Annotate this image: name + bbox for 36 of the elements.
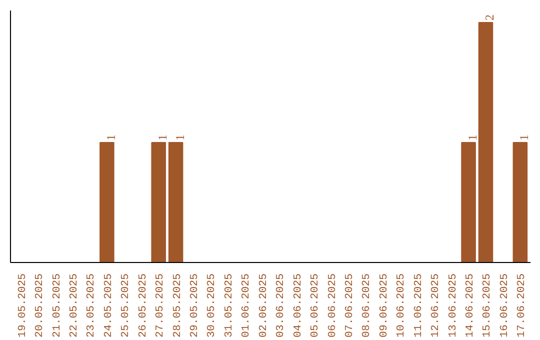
- x-tick-label: 15.06.2025: [482, 273, 494, 338]
- x-tick-label: 13.06.2025: [447, 273, 460, 338]
- x-tick-label: 30.05.2025: [206, 273, 218, 338]
- x-tick-label: 26.05.2025: [137, 273, 150, 338]
- x-tick-label: 06.06.2025: [326, 273, 339, 338]
- x-tick-label: 07.06.2025: [344, 273, 356, 338]
- x-tick-label: 09.06.2025: [378, 273, 390, 338]
- data-label: 1: [466, 134, 480, 140]
- x-tick-label: 31.05.2025: [223, 273, 236, 338]
- x-tick-label: 22.05.2025: [68, 273, 80, 338]
- x-tick-label: 27.05.2025: [154, 273, 167, 338]
- x-tick-label: 24.05.2025: [102, 273, 115, 338]
- x-tick-label: 16.06.2025: [498, 273, 511, 338]
- x-tick-label: 12.06.2025: [430, 273, 442, 338]
- x-tick-label: 17.06.2025: [516, 273, 528, 338]
- x-tick-label: 25.05.2025: [120, 273, 132, 338]
- x-tick-label: 20.05.2025: [34, 273, 46, 338]
- x-tick-label: 29.05.2025: [189, 273, 202, 338]
- x-tick-label: 19.05.2025: [16, 273, 29, 338]
- x-tick-label: 03.06.2025: [275, 273, 288, 338]
- x-tick-label: 14.06.2025: [464, 273, 477, 338]
- x-tick-label: 11.06.2025: [412, 273, 425, 338]
- x-tick-label: 10.06.2025: [396, 273, 408, 338]
- x-tick-label: 23.05.2025: [86, 273, 98, 338]
- x-tick-label: 02.06.2025: [258, 273, 270, 338]
- data-label: 2: [482, 14, 497, 20]
- data-label: 1: [156, 134, 170, 140]
- data-label: 1: [172, 134, 187, 140]
- x-tick-label: 08.06.2025: [361, 273, 374, 338]
- x-tick-label: 21.05.2025: [51, 273, 64, 338]
- x-tick-label: 01.06.2025: [240, 273, 253, 338]
- x-tick-label: 28.05.2025: [172, 273, 184, 338]
- x-tick-label: 04.06.2025: [292, 273, 304, 338]
- x-tick-label: 05.06.2025: [310, 273, 322, 338]
- data-label: 1: [517, 134, 532, 140]
- data-label: 1: [104, 134, 118, 140]
